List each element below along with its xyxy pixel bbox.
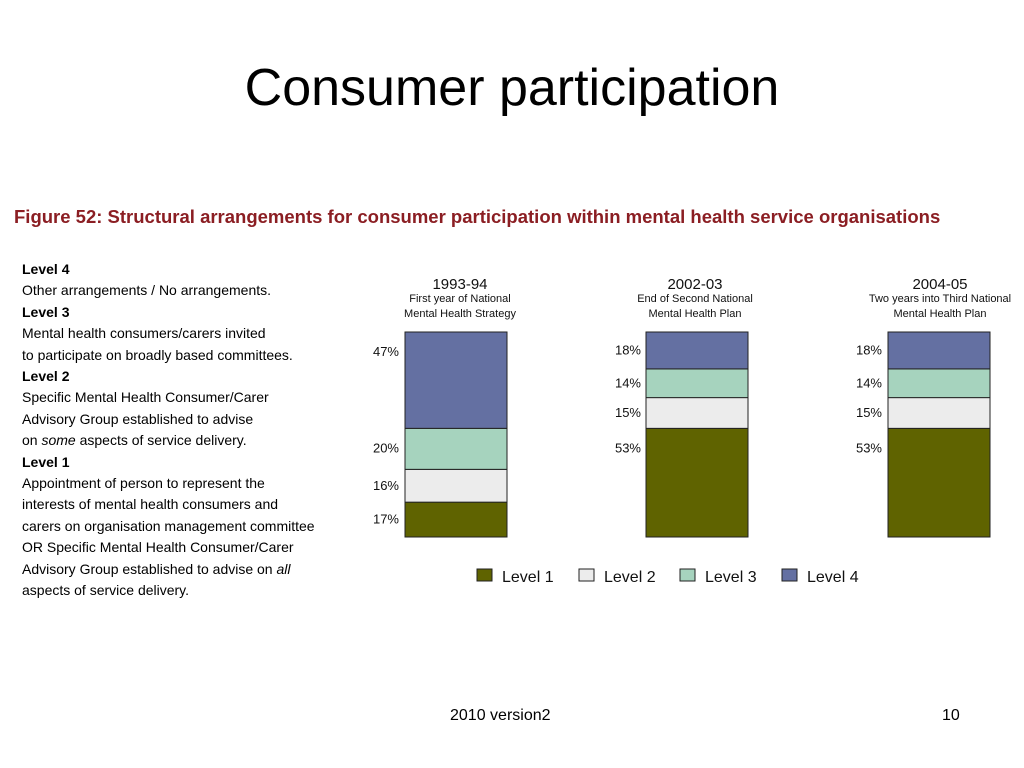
data-label: 17% — [373, 512, 399, 527]
data-label: 18% — [856, 342, 882, 357]
bar-level-2-2004-05 — [887, 397, 991, 429]
level-2-description: Specific Mental Health Consumer/Carer Ad… — [22, 389, 269, 449]
category-label: 1993-94 — [432, 276, 487, 293]
bar-level-2-2002-03 — [645, 397, 749, 429]
data-label: 14% — [615, 375, 641, 390]
data-label: 20% — [373, 440, 399, 455]
bar-level-3-2004-05 — [887, 368, 991, 399]
level-4-title: Level 4 — [22, 261, 70, 277]
category-subtitle: Mental Health Plan — [894, 308, 987, 320]
level-1-description: Appointment of person to represent the i… — [22, 475, 315, 599]
bar-level-1-1993-94 — [404, 501, 508, 538]
figure-caption: Figure 52: Structural arrangements for c… — [14, 206, 941, 227]
level-descriptions: Level 4 Other arrangements / No arrangem… — [22, 259, 352, 602]
bar-level-4-1993-94 — [404, 331, 508, 429]
data-label: 18% — [615, 342, 641, 357]
level-3-description: Mental health consumers/carers invited t… — [22, 325, 293, 363]
bar-level-1-2004-05 — [887, 427, 991, 538]
category-subtitle: End of Second National — [637, 293, 753, 305]
data-label: 53% — [856, 440, 882, 455]
category-subtitle: Mental Health Strategy — [404, 308, 516, 320]
data-label: 14% — [856, 375, 882, 390]
category-subtitle: Mental Health Plan — [649, 308, 742, 320]
legend-swatch — [578, 568, 595, 582]
level-4-description: Other arrangements / No arrangements. — [22, 282, 272, 299]
bar-level-3-2002-03 — [645, 368, 749, 399]
slide-title: Consumer participation — [244, 59, 780, 117]
bar-level-3-1993-94 — [404, 427, 508, 470]
data-label: 15% — [856, 405, 882, 420]
footer-text: 2010 version2 — [450, 707, 551, 724]
data-label: 47% — [373, 344, 399, 359]
legend-swatch — [781, 568, 798, 582]
category-label: 2004-05 — [912, 276, 967, 293]
legend-swatch — [679, 568, 696, 582]
legend-label: Level 4 — [807, 569, 859, 586]
legend-label: Level 2 — [604, 569, 656, 586]
data-label: 15% — [615, 405, 641, 420]
bar-level-4-2004-05 — [887, 331, 991, 370]
level-1-title: Level 1 — [22, 453, 70, 470]
category-subtitle: Two years into Third National — [869, 293, 1011, 305]
category-subtitle: First year of National — [409, 293, 510, 305]
legend-swatch — [476, 568, 493, 582]
bar-level-2-1993-94 — [404, 468, 508, 503]
page-number: 10 — [942, 707, 960, 724]
level-3-title: Level 3 — [22, 303, 70, 320]
data-label: 53% — [615, 440, 641, 455]
legend-label: Level 3 — [705, 569, 757, 586]
bar-level-4-2002-03 — [645, 331, 749, 370]
level-2-title: Level 2 — [22, 368, 70, 385]
bar-level-1-2002-03 — [645, 427, 749, 538]
data-label: 16% — [373, 478, 399, 493]
category-label: 2002-03 — [667, 276, 722, 293]
legend-label: Level 1 — [502, 569, 554, 586]
